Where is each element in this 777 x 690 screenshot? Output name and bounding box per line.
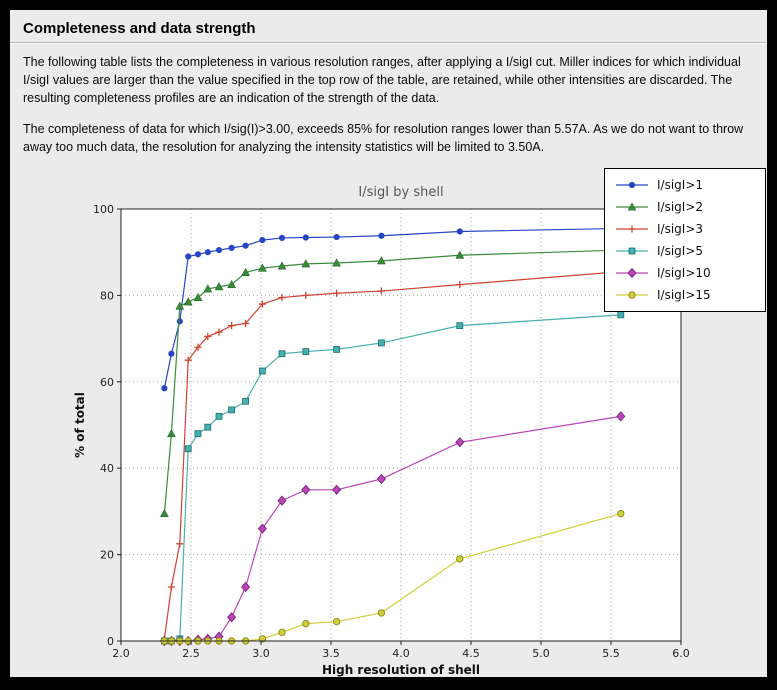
svg-text:5.0: 5.0 — [532, 647, 550, 660]
page-title: Completeness and data strength — [23, 20, 256, 37]
legend-square-icon — [616, 247, 648, 255]
legend-item: I/sigI>2 — [605, 196, 765, 218]
legend-item: I/sigI>15 — [605, 284, 765, 306]
legend-circle-open-icon — [616, 291, 648, 299]
chart-legend: I/sigI>1 I/sigI>2 I/sigI>3 I/sigI>5 I/sigI>1… — [604, 168, 766, 312]
legend-label: I/sigI>15 — [657, 288, 711, 302]
legend-label: I/sigI>2 — [657, 200, 704, 214]
legend-label: I/sigI>1 — [657, 178, 704, 192]
legend-diamond-icon — [616, 267, 648, 279]
svg-text:20: 20 — [100, 549, 114, 562]
svg-text:I/sigI by shell: I/sigI by shell — [358, 185, 443, 200]
legend-item: I/sigI>3 — [605, 218, 765, 240]
svg-text:100: 100 — [93, 203, 114, 216]
legend-label: I/sigI>10 — [657, 266, 711, 280]
svg-text:2.0: 2.0 — [112, 647, 130, 660]
legend-item: I/sigI>10 — [605, 262, 765, 284]
legend-plus-icon — [616, 225, 648, 233]
legend-item: I/sigI>5 — [605, 240, 765, 262]
summary-paragraph: The completeness of data for which I/sig… — [23, 122, 744, 154]
report-window: Completeness and data strength The follo… — [10, 10, 767, 677]
svg-text:6.0: 6.0 — [672, 647, 690, 660]
title-divider — [10, 42, 767, 44]
svg-text:4.0: 4.0 — [392, 647, 410, 660]
svg-text:% of total: % of total — [73, 392, 87, 458]
svg-text:60: 60 — [100, 376, 114, 389]
completeness-chart: 2.0 2.5 3.0 3.5 4.0 4.5 5.0 5.5 6.0 0 20 40 60 80 100 I… — [10, 176, 767, 677]
svg-text:5.5: 5.5 — [602, 647, 620, 660]
legend-triangle-icon — [616, 202, 648, 211]
svg-text:80: 80 — [100, 289, 114, 302]
legend-circle-icon — [616, 181, 648, 189]
svg-text:3.0: 3.0 — [252, 647, 270, 660]
intro-paragraph: The following table lists the completene… — [23, 55, 741, 105]
svg-text:4.5: 4.5 — [462, 647, 480, 660]
svg-text:0: 0 — [107, 635, 114, 648]
svg-text:High resolution of shell: High resolution of shell — [322, 663, 480, 677]
svg-text:3.5: 3.5 — [322, 647, 340, 660]
chart-svg: 2.0 2.5 3.0 3.5 4.0 4.5 5.0 5.5 6.0 0 20 40 60 80 100 I… — [73, 185, 690, 677]
legend-label: I/sigI>5 — [657, 244, 704, 258]
svg-text:2.5: 2.5 — [182, 647, 200, 660]
legend-item: I/sigI>1 — [605, 174, 765, 196]
legend-label: I/sigI>3 — [657, 222, 704, 236]
svg-text:40: 40 — [100, 462, 114, 475]
